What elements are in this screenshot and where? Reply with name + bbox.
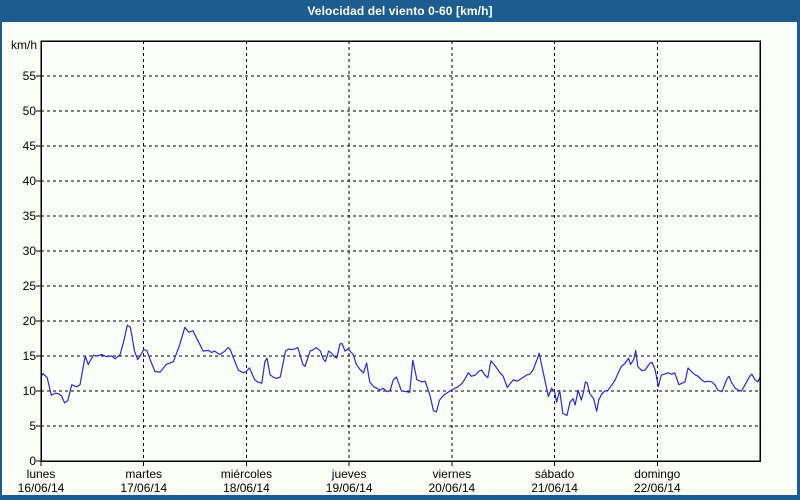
x-date-label: 22/06/14 bbox=[633, 481, 681, 495]
y-tick-label: 45 bbox=[22, 139, 36, 153]
x-date-label: 21/06/14 bbox=[531, 481, 578, 495]
x-day-label: domingo bbox=[634, 467, 681, 481]
y-tick-label: 10 bbox=[22, 384, 36, 398]
y-tick-label: 55 bbox=[22, 69, 36, 83]
y-tick-label: 25 bbox=[22, 279, 36, 293]
y-tick-label: 5 bbox=[29, 419, 36, 433]
x-date-label: 20/06/14 bbox=[428, 481, 476, 495]
y-tick-label: 50 bbox=[22, 104, 36, 118]
x-date-label: 17/06/14 bbox=[120, 481, 168, 495]
y-tick-label: 35 bbox=[22, 209, 36, 223]
x-date-label: 16/06/14 bbox=[17, 481, 65, 495]
x-day-label: sábado bbox=[534, 467, 575, 481]
x-date-label: 19/06/14 bbox=[325, 481, 373, 495]
x-day-label: viernes bbox=[432, 467, 472, 481]
x-day-label: jueves bbox=[331, 467, 367, 481]
window-titlebar: Velocidad del viento 0-60 [km/h] bbox=[0, 0, 800, 22]
x-day-label: miércoles bbox=[220, 467, 273, 481]
x-day-label: martes bbox=[125, 467, 163, 481]
y-tick-label: 40 bbox=[22, 174, 36, 188]
window-title: Velocidad del viento 0-60 [km/h] bbox=[307, 4, 493, 18]
chart-background bbox=[2, 22, 797, 495]
y-tick-label: 20 bbox=[22, 314, 36, 328]
y-tick-label: 0 bbox=[29, 454, 36, 468]
x-date-label: 18/06/14 bbox=[223, 481, 270, 495]
y-axis-unit-label: km/h bbox=[11, 38, 38, 52]
x-day-label: lunes bbox=[26, 467, 56, 481]
y-tick-label: 15 bbox=[22, 349, 36, 363]
y-tick-label: 30 bbox=[22, 244, 36, 258]
